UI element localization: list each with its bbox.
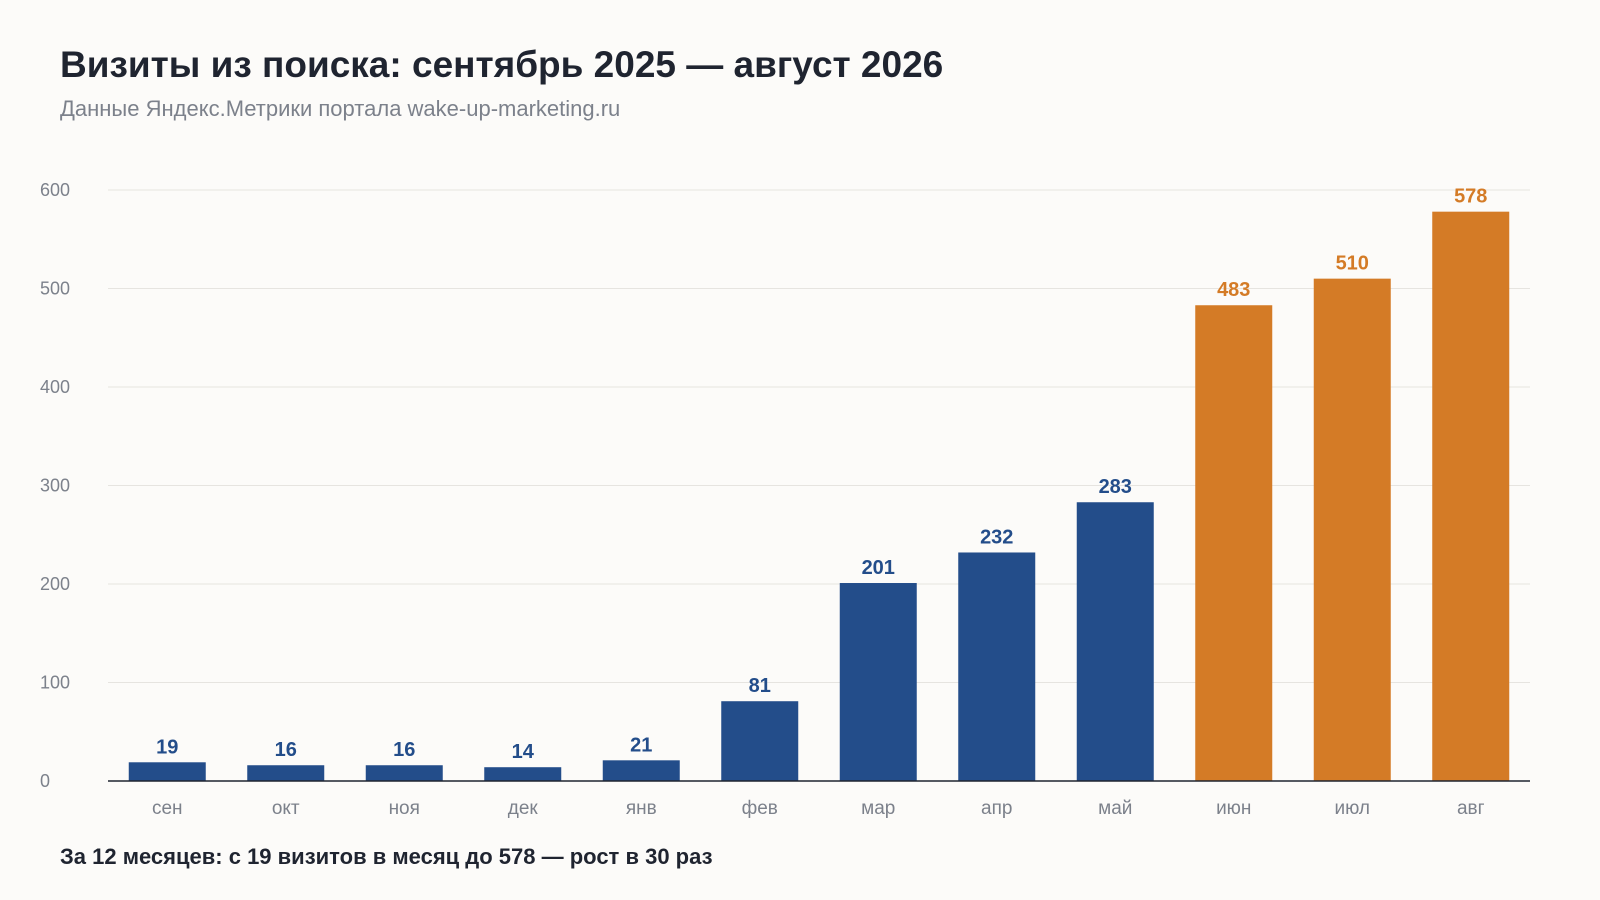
bar <box>365 765 443 781</box>
y-tick-label: 100 <box>40 673 70 693</box>
x-tick-label: сен <box>152 798 183 819</box>
bar-value-label: 81 <box>749 675 771 697</box>
x-tick-label: авг <box>1457 798 1485 819</box>
chart-subtitle: Данные Яндекс.Метрики портала wake-up-ma… <box>60 96 621 121</box>
bar-value-label: 483 <box>1217 279 1250 301</box>
x-tick-label: апр <box>981 798 1012 819</box>
bar <box>1195 305 1273 781</box>
y-tick-label: 400 <box>40 377 70 397</box>
bar <box>839 583 917 781</box>
bar-value-label: 283 <box>1099 476 1132 498</box>
bar-value-label: 16 <box>275 739 297 761</box>
bar <box>484 767 562 781</box>
x-tick-label: ноя <box>389 798 420 819</box>
y-tick-label: 500 <box>40 279 70 299</box>
bar <box>1076 502 1154 781</box>
bar <box>721 701 799 781</box>
y-tick-label: 200 <box>40 574 70 594</box>
bar-value-label: 201 <box>862 557 895 579</box>
bar-value-label: 14 <box>512 741 535 763</box>
chart-footnote: За 12 месяцев: с 19 визитов в месяц до 5… <box>60 844 713 869</box>
x-tick-label: июн <box>1216 798 1251 819</box>
x-tick-label: июл <box>1334 798 1370 819</box>
bar <box>1432 211 1510 782</box>
bar-value-label: 578 <box>1454 186 1487 208</box>
bar-value-label: 16 <box>393 739 415 761</box>
chart-title: Визиты из поиска: сентябрь 2025 — август… <box>60 44 944 85</box>
bar <box>247 765 325 781</box>
x-tick-label: янв <box>626 798 657 819</box>
bar <box>602 760 680 781</box>
bar-value-label: 510 <box>1336 253 1369 275</box>
x-tick-label: мар <box>861 798 895 819</box>
bar <box>1313 278 1391 781</box>
bar <box>128 762 206 781</box>
y-tick-label: 300 <box>40 476 70 496</box>
x-tick-label: май <box>1098 798 1132 819</box>
bar-value-label: 232 <box>980 526 1013 548</box>
y-tick-label: 0 <box>40 771 50 791</box>
x-tick-label: окт <box>272 798 300 819</box>
x-tick-label: фев <box>742 798 778 819</box>
bar-value-label: 19 <box>156 736 178 758</box>
x-tick-label: дек <box>508 798 539 819</box>
bar-value-label: 21 <box>630 734 652 756</box>
bar <box>958 552 1036 781</box>
y-tick-label: 600 <box>40 180 70 200</box>
